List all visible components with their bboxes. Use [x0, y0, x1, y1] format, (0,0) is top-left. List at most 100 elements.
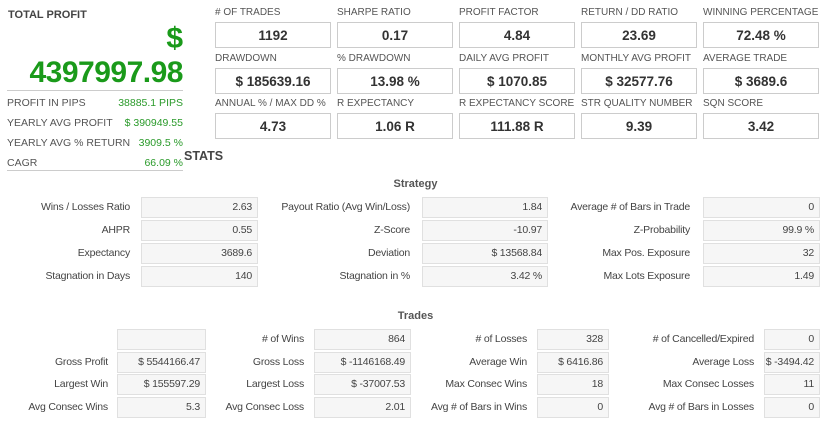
- trades-label: Largest Win: [54, 378, 108, 390]
- strategy-label: Payout Ratio (Avg Win/Loss): [281, 201, 410, 213]
- strategy-label: Max Pos. Exposure: [602, 247, 690, 259]
- summary-row: YEARLY AVG % RETURN 3909.5 %: [7, 133, 183, 153]
- trades-title: Trades: [397, 310, 434, 322]
- metric-label: R EXPECTANCY SCORE: [459, 98, 575, 109]
- metric-card: PROFIT FACTOR 4.84: [459, 7, 575, 48]
- trades-label: Avg Consec Loss: [225, 401, 304, 413]
- currency-symbol: $: [166, 22, 183, 55]
- trades-label: Max Consec Wins: [445, 378, 527, 390]
- metric-label: AVERAGE TRADE: [703, 53, 788, 64]
- metric-card: WINNING PERCENTAGE 72.48 %: [703, 7, 819, 48]
- trades-label: Avg # of Bars in Losses: [648, 401, 754, 413]
- trades-label: Max Consec Losses: [662, 378, 754, 390]
- summary-label: PROFIT IN PIPS: [7, 97, 86, 109]
- strategy-label: Expectancy: [77, 247, 130, 259]
- metric-label: PROFIT FACTOR: [459, 7, 539, 18]
- metric-label: MONTHLY AVG PROFIT: [581, 53, 692, 64]
- strategy-label: Z-Probability: [633, 224, 691, 236]
- strategy-value: 32: [703, 243, 820, 264]
- metric-value: 0.17: [337, 22, 453, 48]
- summary-value: $ 390949.55: [124, 117, 183, 129]
- metric-card: % DRAWDOWN 13.98 %: [337, 53, 453, 94]
- trades-value: $ -3494.42: [764, 352, 820, 373]
- metric-card: AVERAGE TRADE $ 3689.6: [703, 53, 819, 94]
- metric-label: DRAWDOWN: [215, 53, 277, 64]
- metric-card: # OF TRADES 1192: [215, 7, 331, 48]
- summary-value: 38885.1 PIPS: [118, 97, 183, 109]
- metric-label: WINNING PERCENTAGE: [703, 7, 819, 18]
- strategy-label: Stagnation in %: [339, 270, 410, 282]
- trades-value: 2.01: [314, 397, 411, 418]
- strategy-label: AHPR: [101, 224, 131, 236]
- strategy-label: Deviation: [368, 247, 410, 259]
- metric-value: 72.48 %: [703, 22, 819, 48]
- metric-value: $ 185639.16: [215, 68, 331, 94]
- summary-label: YEARLY AVG PROFIT: [7, 117, 113, 129]
- strategy-label: Z-Score: [374, 224, 410, 236]
- metric-value: $ 3689.6: [703, 68, 819, 94]
- strategy-value: 3689.6: [141, 243, 258, 264]
- metric-value: 1.06 R: [337, 113, 453, 139]
- strategy-value: 3.42 %: [422, 266, 548, 287]
- stats-heading: STATS: [184, 149, 224, 163]
- summary-label: YEARLY AVG % RETURN: [7, 137, 131, 149]
- trades-value: 11: [764, 374, 820, 395]
- trades-value: $ 155597.29: [117, 374, 206, 395]
- trades-value: 0: [764, 397, 820, 418]
- trades-label: Largest Loss: [246, 378, 304, 390]
- metric-card: R EXPECTANCY 1.06 R: [337, 98, 453, 139]
- metric-value: 9.39: [581, 113, 697, 139]
- metric-card: RETURN / DD RATIO 23.69: [581, 7, 697, 48]
- metric-label: R EXPECTANCY: [337, 98, 415, 109]
- trades-value: 864: [314, 329, 411, 350]
- metric-value: $ 32577.76: [581, 68, 697, 94]
- metric-label: DAILY AVG PROFIT: [459, 53, 550, 64]
- trades-value: $ -1146168.49: [314, 352, 411, 373]
- metric-label: # OF TRADES: [215, 7, 281, 18]
- metric-card: STR QUALITY NUMBER 9.39: [581, 98, 697, 139]
- trades-value: $ -37007.53: [314, 374, 411, 395]
- trades-value: $ 6416.86: [537, 352, 609, 373]
- metric-card: DRAWDOWN $ 185639.16: [215, 53, 331, 94]
- strategy-value: 140: [141, 266, 258, 287]
- summary-value: 3909.5 %: [138, 137, 183, 149]
- metric-label: SQN SCORE: [703, 98, 764, 109]
- metric-value: 3.42: [703, 113, 819, 139]
- total-profit-value: 4397997.98: [29, 56, 184, 89]
- metric-label: STR QUALITY NUMBER: [581, 98, 693, 109]
- metric-card: SQN SCORE 3.42: [703, 98, 819, 139]
- metric-card: SHARPE RATIO 0.17: [337, 7, 453, 48]
- strategy-value: 99.9 %: [703, 220, 820, 241]
- metric-value: $ 1070.85: [459, 68, 575, 94]
- summary-label: CAGR: [7, 157, 38, 169]
- trades-label: Average Loss: [692, 356, 754, 368]
- trades-value: 328: [537, 329, 609, 350]
- summary-row: YEARLY AVG PROFIT $ 390949.55: [7, 113, 183, 133]
- strategy-label: Average # of Bars in Trade: [570, 201, 690, 213]
- strategy-value: 0: [703, 197, 820, 218]
- divider: [7, 170, 183, 171]
- trades-value: 18: [537, 374, 609, 395]
- total-profit-label: TOTAL PROFIT: [8, 9, 87, 21]
- metric-card: ANNUAL % / MAX DD % 4.73: [215, 98, 331, 139]
- metric-card: MONTHLY AVG PROFIT $ 32577.76: [581, 53, 697, 94]
- trades-label: Gross Loss: [252, 356, 304, 368]
- strategy-label: Stagnation in Days: [45, 270, 130, 282]
- strategy-value: $ 13568.84: [422, 243, 548, 264]
- trades-value: 0: [537, 397, 609, 418]
- trades-label: Average Win: [469, 356, 527, 368]
- summary-row: CAGR 66.09 %: [7, 153, 183, 173]
- metric-value: 1192: [215, 22, 331, 48]
- metric-value: 13.98 %: [337, 68, 453, 94]
- trades-label: Gross Profit: [54, 356, 108, 368]
- trades-value: 5.3: [117, 397, 206, 418]
- metric-label: ANNUAL % / MAX DD %: [215, 98, 326, 109]
- metric-value: 23.69: [581, 22, 697, 48]
- metric-card: DAILY AVG PROFIT $ 1070.85: [459, 53, 575, 94]
- metric-label: % DRAWDOWN: [337, 53, 411, 64]
- strategy-title: Strategy: [393, 178, 438, 190]
- summary-value: 66.09 %: [144, 157, 183, 169]
- strategy-value: 2.63: [141, 197, 258, 218]
- metric-value: 111.88 R: [459, 113, 575, 139]
- metric-value: 4.73: [215, 113, 331, 139]
